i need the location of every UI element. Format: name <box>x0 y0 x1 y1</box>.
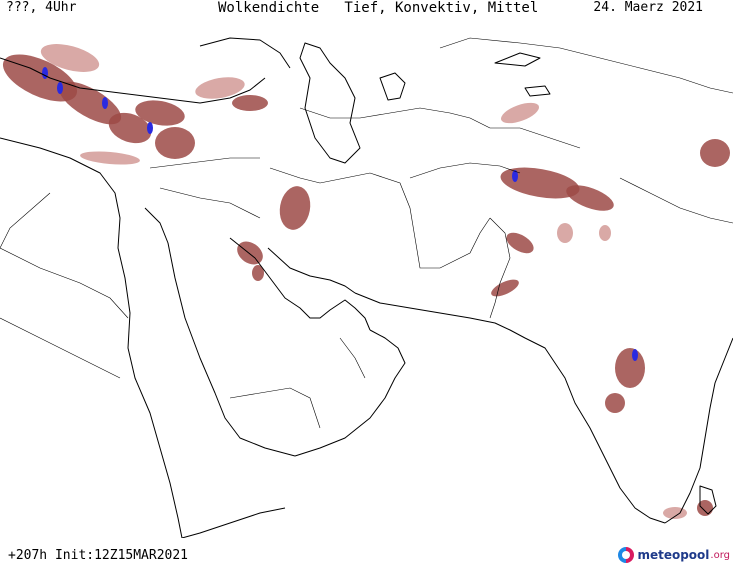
border-sudan-chad <box>0 317 121 379</box>
valid-date-label: 24. Maerz 2021 <box>593 0 703 15</box>
border-iraq-arabia <box>159 187 261 219</box>
border-pakistan-india <box>489 217 511 319</box>
model-run-info: +207h Init:12Z15MAR2021 <box>8 548 189 563</box>
balkhash-lake-outline <box>494 52 541 67</box>
cloud-patch <box>506 232 534 254</box>
dense-cloud-core <box>57 82 63 94</box>
meteopool-logo-icon <box>618 547 635 563</box>
caspian-sea-outline <box>299 42 361 164</box>
cloud-patch <box>700 139 730 167</box>
cloud-patch <box>232 95 268 111</box>
border-libya-egypt <box>0 192 51 249</box>
cloud-patch <box>599 225 611 241</box>
cloud-patch <box>663 507 687 519</box>
cloud-patch <box>279 186 311 230</box>
cloud-patch <box>500 167 580 199</box>
dense-cloud-core <box>42 67 48 79</box>
dense-cloud-core <box>632 349 638 361</box>
cloud-patch <box>40 44 100 72</box>
border-syria-iraq <box>149 157 260 169</box>
cloud-patch <box>155 127 195 159</box>
border-oman <box>339 337 366 379</box>
cloud-patch <box>195 77 245 99</box>
red-sea-west-coast <box>0 137 183 538</box>
cloud-patch <box>491 279 519 297</box>
south-asia-west-coast <box>354 292 666 524</box>
dense-cloud-core <box>102 97 108 109</box>
india-east-coast <box>664 337 733 524</box>
cloud-patch <box>237 241 263 265</box>
cloud-patch <box>108 112 152 144</box>
cloud-patch <box>605 393 625 413</box>
meteopool-logo[interactable]: meteopool .org <box>618 546 730 564</box>
arabia-south-coast <box>294 329 406 457</box>
cloud-density-map <box>0 18 733 538</box>
cloud-patch <box>135 100 185 126</box>
cloud-patch <box>58 81 122 125</box>
border-central-asia <box>299 107 581 149</box>
sri-lanka-outline <box>699 485 717 515</box>
cloud-patch <box>252 265 264 281</box>
issyk-kul-outline <box>524 85 551 97</box>
border-turkmenistan-afghanistan <box>409 162 521 179</box>
border-kazakhstan-china <box>439 37 733 94</box>
iran-south-coast <box>267 247 356 294</box>
dense-cloud-core <box>147 122 153 134</box>
arabia-west-coast <box>144 207 296 457</box>
persian-gulf-coast <box>229 237 371 331</box>
turkey-coastline <box>0 57 266 104</box>
aral-sea-outline <box>379 72 406 101</box>
cloud-patch <box>557 223 573 243</box>
coastlines <box>0 37 733 538</box>
border-iran-afghanistan <box>269 167 491 269</box>
cloud-patch <box>501 102 539 124</box>
gulf-of-aden-coast <box>181 507 286 538</box>
cloud-patch <box>615 348 645 388</box>
border-egypt-sudan <box>0 247 129 319</box>
border-yemen-saudi <box>229 387 321 429</box>
dense-cloud-core <box>512 170 518 182</box>
cloud-patch <box>566 185 614 211</box>
black-sea-coast <box>199 37 291 69</box>
map-background <box>0 18 733 538</box>
valid-time-label: ???, 4Uhr <box>6 0 77 15</box>
border-china-nepal <box>619 177 733 224</box>
cloud-density-layer <box>2 44 730 519</box>
cloud-patch <box>80 151 140 165</box>
cloud-patch <box>697 500 713 516</box>
map-title: Wolkendichte Tief, Konvektiv, Mittel <box>218 0 539 16</box>
brand-name: meteopool <box>637 548 710 562</box>
country-borders <box>0 37 733 429</box>
brand-tld: .org <box>710 549 730 561</box>
